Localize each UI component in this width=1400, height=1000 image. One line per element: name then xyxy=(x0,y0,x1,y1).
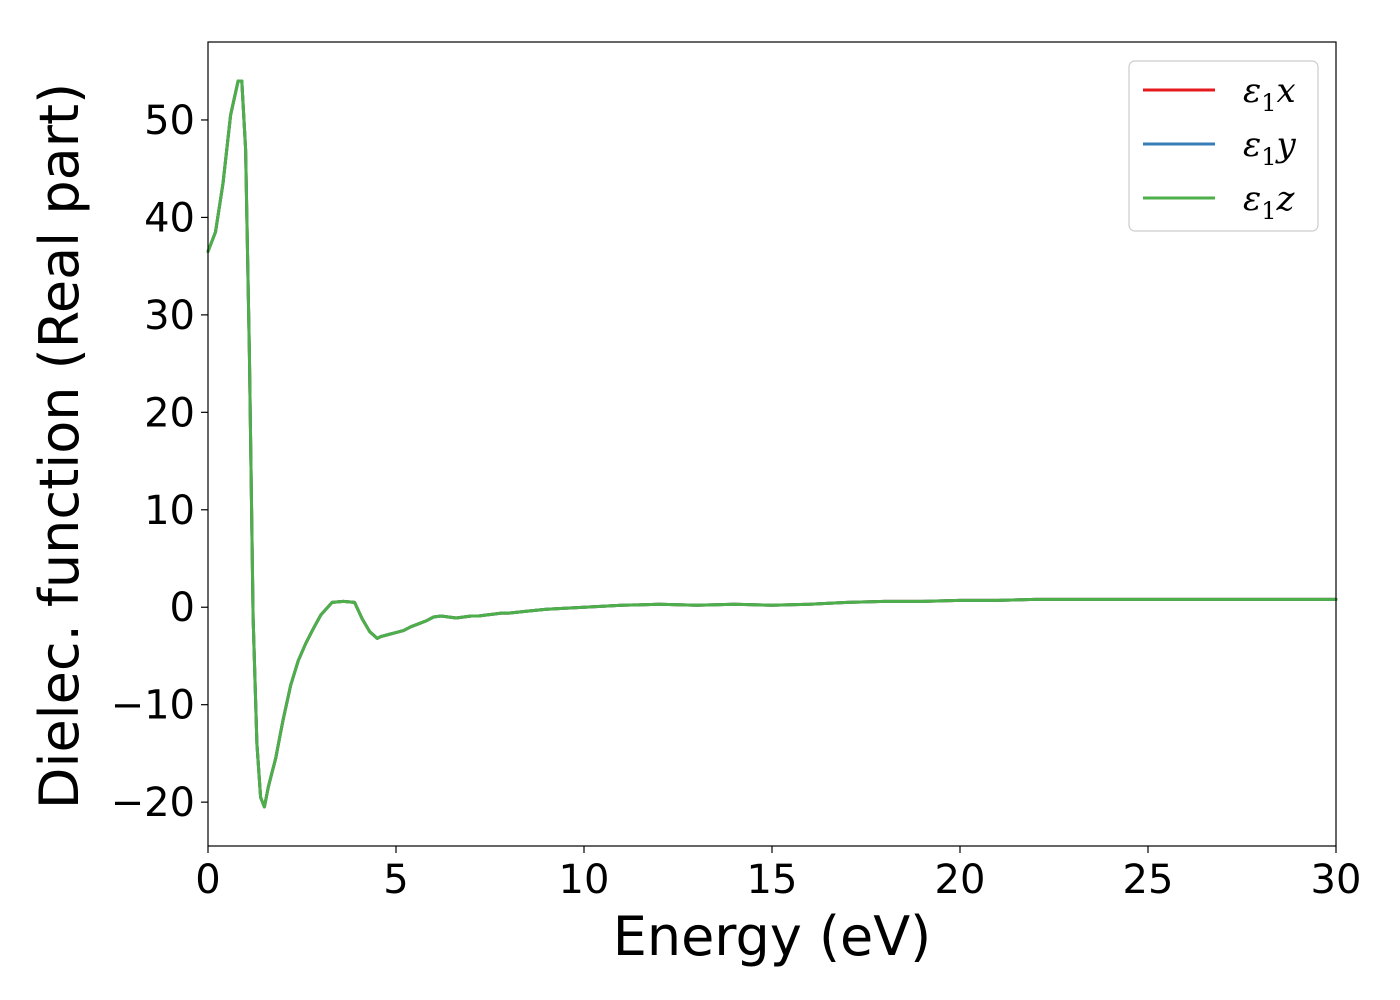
legend-label-y: ε1y xyxy=(1243,125,1297,171)
y-tick-label: 0 xyxy=(170,585,195,631)
x-tick-label: 15 xyxy=(747,857,798,903)
legend-box xyxy=(1128,60,1319,232)
x-tick-label: 20 xyxy=(935,857,986,903)
x-tick-label: 10 xyxy=(559,857,610,903)
y-tick-label: 20 xyxy=(144,390,195,436)
legend-label-z: ε1z xyxy=(1243,179,1296,225)
series-lines xyxy=(206,79,1338,809)
x-tick-label: 5 xyxy=(383,857,408,903)
y-axis-ticks: −20 −10 0 10 20 30 40 50 xyxy=(111,98,208,826)
x-tick-label: 0 xyxy=(195,857,220,903)
plot-frame xyxy=(207,41,1337,847)
y-tick-label: −20 xyxy=(111,780,195,826)
y-tick-label: 40 xyxy=(144,195,195,241)
x-tick-label: 25 xyxy=(1123,857,1174,903)
x-axis-label: Energy (eV) xyxy=(613,905,932,968)
y-tick-label: 50 xyxy=(144,98,195,144)
y-tick-label: −10 xyxy=(111,683,195,729)
x-tick-label: 30 xyxy=(1311,857,1362,903)
y-axis-label: Dielec. function (Real part) xyxy=(28,83,91,809)
legend-label-x: ε1x xyxy=(1243,71,1296,117)
x-axis-ticks: 0 5 10 15 20 25 30 xyxy=(195,846,1361,903)
series-line-z xyxy=(206,79,1338,809)
y-tick-label: 10 xyxy=(144,488,195,534)
legend: ε1x ε1y ε1z xyxy=(1128,60,1319,232)
y-tick-label: 30 xyxy=(144,293,195,339)
